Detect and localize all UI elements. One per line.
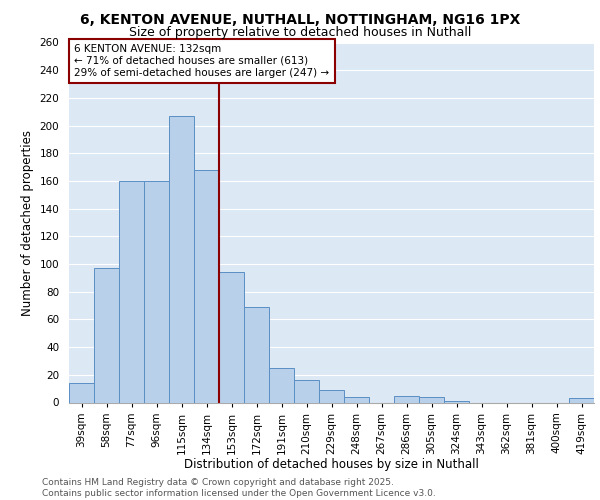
Bar bbox=[244, 307, 269, 402]
Bar bbox=[394, 396, 419, 402]
Bar bbox=[94, 268, 119, 402]
Bar bbox=[569, 398, 594, 402]
Bar bbox=[294, 380, 319, 402]
Text: 6 KENTON AVENUE: 132sqm
← 71% of detached houses are smaller (613)
29% of semi-d: 6 KENTON AVENUE: 132sqm ← 71% of detache… bbox=[74, 44, 329, 78]
Bar bbox=[269, 368, 294, 402]
Y-axis label: Number of detached properties: Number of detached properties bbox=[21, 130, 34, 316]
Bar bbox=[119, 181, 144, 402]
X-axis label: Distribution of detached houses by size in Nuthall: Distribution of detached houses by size … bbox=[184, 458, 479, 471]
Text: Contains HM Land Registry data © Crown copyright and database right 2025.
Contai: Contains HM Land Registry data © Crown c… bbox=[42, 478, 436, 498]
Bar bbox=[444, 401, 469, 402]
Bar bbox=[344, 397, 369, 402]
Bar bbox=[144, 181, 169, 402]
Text: Size of property relative to detached houses in Nuthall: Size of property relative to detached ho… bbox=[129, 26, 471, 39]
Bar bbox=[319, 390, 344, 402]
Bar bbox=[194, 170, 219, 402]
Bar bbox=[419, 397, 444, 402]
Bar bbox=[69, 383, 94, 402]
Bar bbox=[169, 116, 194, 403]
Bar bbox=[219, 272, 244, 402]
Text: 6, KENTON AVENUE, NUTHALL, NOTTINGHAM, NG16 1PX: 6, KENTON AVENUE, NUTHALL, NOTTINGHAM, N… bbox=[80, 12, 520, 26]
